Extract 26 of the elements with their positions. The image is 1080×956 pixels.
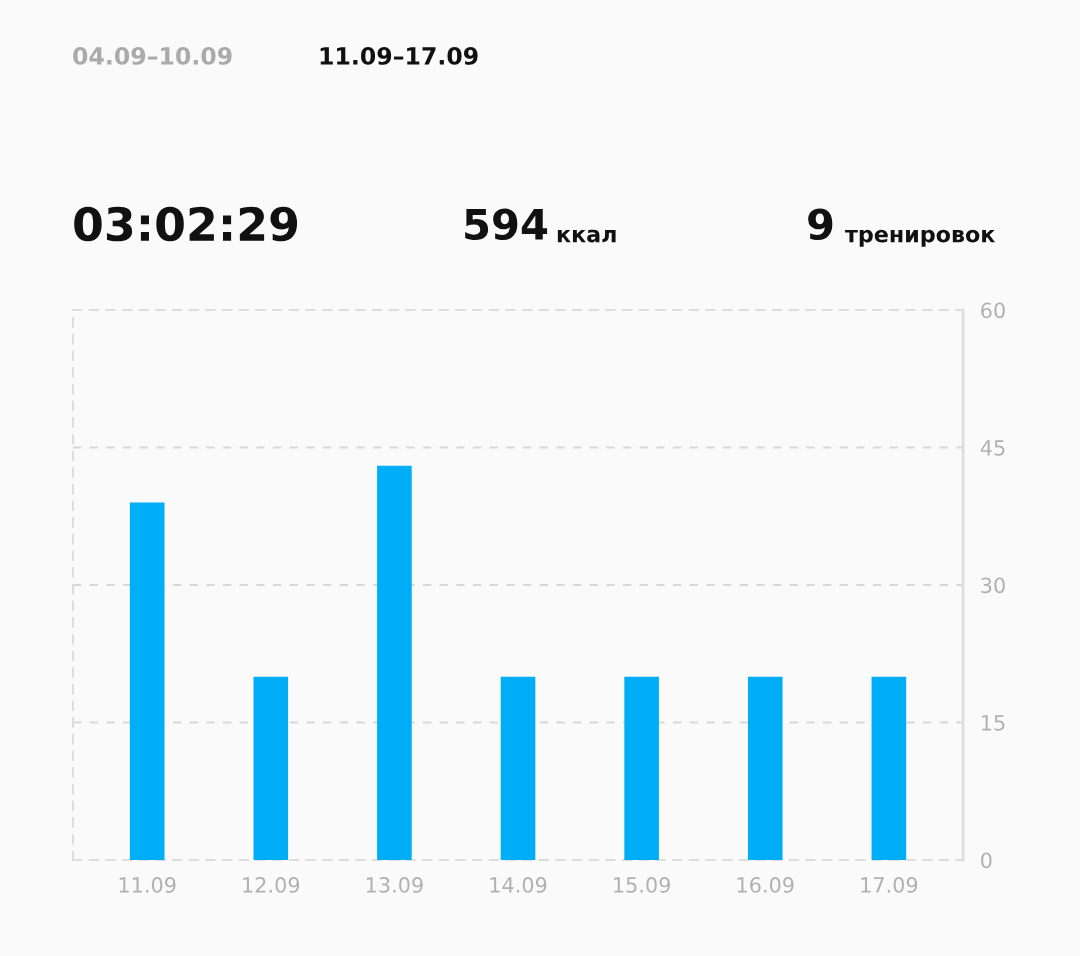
bar [129,502,165,861]
bar [377,465,412,861]
bar [871,676,907,861]
bar [500,676,536,861]
y-tick-label: 30 [981,577,1005,594]
text: 9 [808,208,833,241]
text: тренировок [845,229,996,247]
x-tick-label: 13.09 [366,877,423,893]
bar [253,676,289,861]
x-tick-label: 15.09 [614,877,670,893]
text: 04.09–10.09 [73,46,232,65]
chart-title: 11.09–17.09 [320,46,478,65]
bar [747,676,783,861]
text: 03:02:29 [74,206,298,242]
x-tick-label: 14.09 [490,877,547,893]
y-tick-label: 45 [980,440,1005,456]
bar [624,676,659,861]
text: 594 [465,208,548,241]
x-tick-label: 17.09 [861,877,918,893]
y-tick-label: 0 [981,852,992,869]
y-tick-label: 60 [981,302,1005,319]
x-tick-label: 11.09 [119,877,176,893]
text: ккал [557,229,616,243]
x-tick-label: 16.09 [737,877,794,893]
x-tick-label: 12.09 [243,877,300,893]
y-tick-label: 15 [981,715,1005,731]
